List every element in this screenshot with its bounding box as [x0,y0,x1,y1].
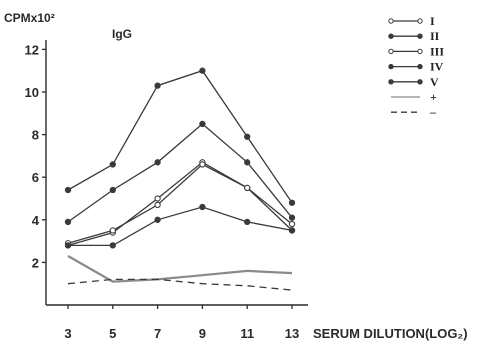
data-point [154,216,161,223]
series-line [67,163,293,244]
legend-marker [388,63,394,70]
series-layer [64,67,296,291]
legend-label: I [430,14,435,28]
data-point [288,227,296,234]
data-point [154,159,161,166]
data-point [199,120,206,128]
x-tick-label: 9 [199,326,206,341]
series-line [67,255,293,283]
data-point [288,199,296,206]
legend-marker [388,18,394,24]
y-tick-label: 8 [32,128,39,143]
data-point [244,133,251,140]
y-tick-label: 4 [32,213,40,228]
legend-marker [417,79,423,85]
legend-label: II [430,29,440,43]
data-point [64,242,72,249]
x-tick-label: 3 [64,326,71,341]
chart-title: IgG [112,27,132,41]
series-5 [64,203,296,249]
x-tick-label: 5 [109,326,116,341]
legend-label: V [430,75,439,89]
data-point [154,201,161,209]
y-tick-label: 2 [32,255,39,270]
x-tick-label: 13 [285,326,299,341]
x-tick-label: 11 [240,326,254,341]
series-6 [67,255,293,283]
data-point [64,186,72,194]
legend-label: III [430,44,444,58]
series-4 [64,120,296,226]
y-tick-label: 10 [25,85,39,100]
y-axis-label: CPMx10² [4,11,55,25]
series-3 [64,161,296,247]
series-line [67,123,293,223]
data-point [64,218,72,226]
data-point [244,218,251,226]
series-line [67,69,293,204]
data-point [109,242,116,249]
x-axis-label: SERUM DILUTION(LOG₂) [313,326,468,341]
data-point [109,161,116,168]
data-point [109,186,116,194]
series-line [68,206,293,247]
legend-entry: – [391,105,437,119]
series-2 [64,67,296,206]
legend-label: IV [430,60,444,74]
legend-label: + [430,90,437,104]
series-line [67,161,293,247]
x-tick-label: 7 [154,326,161,341]
series-line [67,278,293,291]
legend-marker [417,18,423,24]
legend-marker [417,63,423,70]
legend-entry: I [388,14,435,28]
legend-entry: II [388,29,440,43]
legend-label: – [429,105,437,119]
data-point [199,203,206,211]
data-point [288,214,296,221]
data-point [154,195,161,202]
data-point [109,227,116,234]
legend-entry: + [391,90,437,104]
axes: 2 4 6 8 10 12 3 5 7 9 11 13 [25,40,308,341]
legend-entry: IV [388,60,444,74]
legend-marker [388,48,394,55]
y-tick-label: 6 [32,170,39,185]
legend-entry: V [388,75,439,89]
legend-entry: III [388,44,444,58]
data-point [288,220,296,228]
data-point [199,67,206,74]
legend-marker [417,33,423,39]
data-point [244,184,251,191]
data-point [199,161,206,168]
legend-marker [388,79,394,85]
legend-marker [388,33,394,39]
data-point [154,82,161,89]
legend-marker [417,48,423,55]
data-point [244,159,251,166]
y-tick-label: 12 [25,42,39,57]
series-7 [67,278,293,291]
